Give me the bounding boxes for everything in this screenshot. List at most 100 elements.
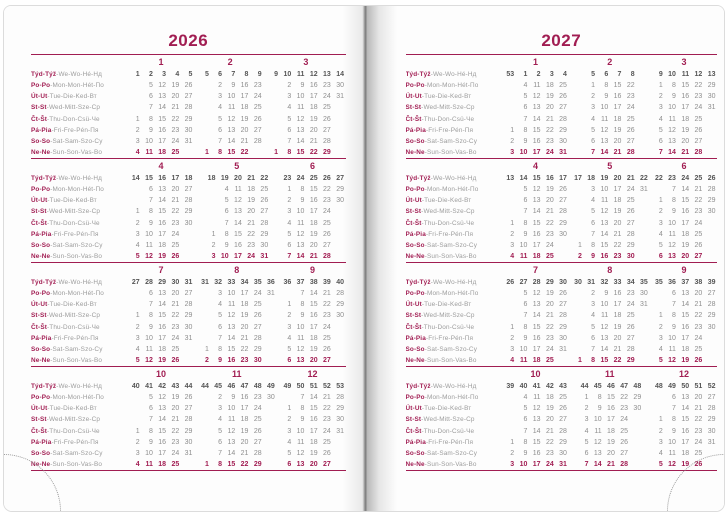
date-cell: 17 — [240, 290, 249, 298]
week-number-cell: 5 — [204, 71, 209, 79]
date-cell: 23 — [253, 82, 262, 90]
date-cell — [570, 344, 583, 355]
sunday-date-cell: 11 — [145, 460, 153, 468]
week-number-cell: 50 — [296, 383, 305, 391]
sunday-date-cell: 31 — [260, 252, 269, 260]
sunday-date-cell: 21 — [613, 148, 622, 156]
date-cell: 10 — [519, 345, 528, 353]
date-cell: 12 — [296, 345, 305, 353]
month-number: 5 — [234, 161, 240, 172]
date-cell — [570, 333, 583, 344]
date-cell — [704, 136, 717, 147]
date-cell: 15 — [158, 312, 167, 320]
week-number-cell: 24 — [681, 175, 690, 183]
label-main: Út-Ut — [405, 301, 422, 309]
label-other: -Thu-Don-Csü-Че — [47, 219, 100, 227]
date-cell: 14 — [532, 312, 541, 320]
months-group: 7 27 28 29 30 31 6 13 20 27 7 14 21 28 1 8 15 22 29 2 9 16 23 3… — [128, 265, 346, 366]
month-number: 5 — [607, 161, 613, 172]
date-cell: 11 — [145, 345, 153, 353]
month-grid: 22 23 24 25 26 7 14 21 28 1 8 15 22 29 2 9 16 23 30 3 10 17 24… — [651, 173, 717, 262]
sunday-date-cell: 27 — [323, 460, 331, 468]
sunday-date-cell: 22 — [240, 460, 249, 468]
week-number-cell: 17 — [559, 175, 567, 183]
date-cell — [181, 229, 194, 240]
date-cell — [263, 322, 276, 333]
date-cell — [651, 184, 664, 195]
date-cell: 17 — [158, 230, 167, 238]
date-cell: 29 — [633, 394, 642, 402]
sunday-date-cell — [332, 355, 345, 366]
date-cell: 24 — [253, 93, 262, 101]
month-grid: 13 14 15 16 17 5 12 19 26 6 13 20 27 7 14 21 28 1 8 15 22 29 2… — [503, 173, 569, 262]
label-other: -Sun-Son-Vas-Во — [424, 356, 477, 364]
date-cell: 25 — [253, 104, 262, 112]
month-grid: 44 45 46 47 48 1 8 15 22 29 2 9 16 23 30 3 10 17 24 4 11 18 25… — [577, 381, 643, 470]
date-cell: 25 — [559, 394, 567, 402]
date-cell: 8 — [672, 416, 676, 424]
date-cell — [651, 392, 664, 403]
week-number-cell: 44 — [580, 383, 589, 391]
label-main: Pá-Pia — [31, 126, 52, 134]
date-cell: 17 — [607, 416, 615, 424]
date-cell: 12 — [227, 115, 236, 123]
label-other: -Tue-Die-Ked-Вт — [47, 93, 97, 101]
date-cell: 28 — [184, 197, 193, 205]
date-cell: 29 — [707, 416, 716, 424]
date-cell: 15 — [532, 219, 541, 227]
date-cell: 21 — [545, 427, 554, 435]
label-other: -Thu-Don-Csü-Че — [47, 427, 100, 435]
date-cell: 17 — [613, 301, 622, 309]
date-cell: 5 — [148, 394, 153, 402]
date-cell: 18 — [240, 104, 249, 112]
sunday-date-cell: 5 — [135, 252, 140, 260]
date-cell: 27 — [253, 438, 262, 446]
date-cell: 23 — [323, 197, 331, 205]
sunday-date-cell: 6 — [287, 356, 292, 364]
date-cell: 16 — [158, 126, 167, 134]
date-cell: 7 — [148, 301, 153, 309]
date-cell: 10 — [145, 230, 153, 238]
date-cell: 21 — [171, 104, 180, 112]
date-cell: 14 — [681, 186, 690, 194]
date-cell: 30 — [184, 438, 193, 446]
label-row-sat: So-So-Sat-Sam-Szo-Су — [31, 136, 128, 147]
date-cell: 9 — [672, 427, 676, 435]
date-cell — [181, 240, 194, 251]
date-cell: 12 — [668, 126, 676, 134]
sunday-date-cell: 6 — [658, 252, 663, 260]
sunday-date-cell: 22 — [613, 356, 622, 364]
date-cell: 26 — [559, 186, 567, 194]
date-cell: 23 — [247, 241, 256, 249]
date-cell: 19 — [240, 427, 249, 435]
week-number-cell: 53 — [336, 383, 344, 391]
date-cell: 23 — [626, 93, 635, 101]
sunday-date-cell: 27 — [694, 252, 703, 260]
date-cell: 3 — [658, 104, 663, 112]
date-cell: 11 — [227, 104, 236, 112]
date-cell: 22 — [171, 312, 180, 320]
date-cell — [266, 80, 279, 91]
date-cell: 2 — [510, 334, 515, 342]
date-cell: 1 — [658, 312, 663, 320]
date-cell — [263, 344, 276, 355]
sunday-date-cell: 17 — [234, 252, 242, 260]
date-cell: 21 — [694, 301, 703, 309]
date-cell: 27 — [626, 137, 635, 145]
label-other: -Thu-Don-Csü-Че — [421, 219, 475, 227]
week-number-cell: 2 — [148, 71, 153, 79]
sunday-date-cell: 8 — [218, 460, 223, 468]
date-cell — [503, 392, 516, 403]
date-cell: 21 — [240, 334, 249, 342]
date-cell: 6 — [148, 93, 153, 101]
date-cell: 19 — [309, 230, 318, 238]
date-cell: 10 — [227, 290, 236, 298]
date-cell — [128, 299, 141, 310]
date-cell — [704, 344, 717, 355]
date-cell: 20 — [240, 126, 249, 134]
sunday-date-cell: 30 — [253, 356, 262, 364]
month-grid: 27 28 29 30 31 6 13 20 27 7 14 21 28 1 8 15 22 29 2 9 16 23 30… — [128, 277, 194, 366]
date-cell: 25 — [260, 186, 269, 194]
sunday-date-cell: 15 — [296, 148, 305, 156]
label-other: -Mon-Mon-Hét-По — [50, 186, 104, 194]
